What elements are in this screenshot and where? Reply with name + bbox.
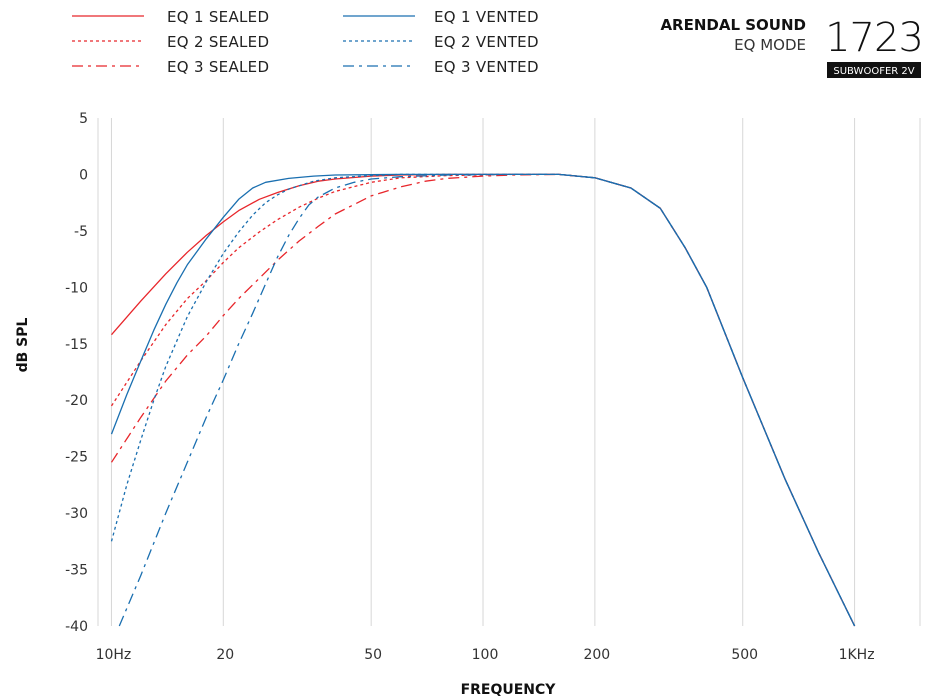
eq-mode-label: EQ MODE (734, 36, 806, 54)
x-tick-label: 200 (583, 647, 610, 663)
y-tick-label: 5 (79, 111, 88, 127)
brand-name: ARENDAL SOUND (660, 16, 806, 34)
y-tick-label: -40 (65, 619, 88, 635)
y-tick-label: -30 (65, 506, 88, 522)
x-tick-label: 10Hz (96, 647, 132, 663)
legend: EQ 1 SEALED EQ 2 SEALED EQ 3 SEALED EQ 1 VE… (72, 8, 539, 76)
legend-label: EQ 2 SEALED (167, 33, 269, 51)
y-axis-title: dB SPL (15, 318, 31, 373)
model-tag: SUBWOOFER 2V (833, 66, 914, 77)
legend-label: EQ 3 SEALED (167, 58, 269, 76)
y-tick-label: -10 (65, 280, 88, 296)
x-axis-title: FREQUENCY (461, 682, 557, 698)
y-tick-label: 0 (79, 167, 88, 183)
series-line-6 (118, 173, 856, 627)
x-tick-label: 20 (216, 647, 234, 663)
model-number: 1723 (825, 15, 923, 61)
x-tick-label: 50 (364, 647, 382, 663)
model-tag-background (827, 62, 921, 78)
x-tick-label: 100 (472, 647, 499, 663)
brand-block: ARENDAL SOUND EQ MODE 1723 SUBWOOFER 2V (660, 15, 924, 78)
legend-label: EQ 2 VENTED (434, 33, 539, 51)
y-tick-label: -5 (74, 224, 88, 240)
y-tick-label: -15 (65, 337, 88, 353)
y-tick-label: -20 (65, 393, 88, 409)
grid (97, 118, 921, 626)
x-tick-label: 500 (731, 647, 758, 663)
series-lines (110, 173, 856, 627)
y-tick-label: -25 (65, 450, 88, 466)
y-tick-label: -35 (65, 563, 88, 579)
y-axis-ticks: 5 0 -5 -10 -15 -20 -25 -30 -35 -40 (65, 111, 88, 635)
x-tick-label: 1KHz (839, 647, 875, 663)
legend-label: EQ 1 SEALED (167, 8, 269, 26)
legend-label: EQ 3 VENTED (434, 58, 539, 76)
legend-label: EQ 1 VENTED (434, 8, 539, 26)
x-axis-ticks: 10Hz 20 50 100 200 500 1KHz (96, 647, 875, 663)
